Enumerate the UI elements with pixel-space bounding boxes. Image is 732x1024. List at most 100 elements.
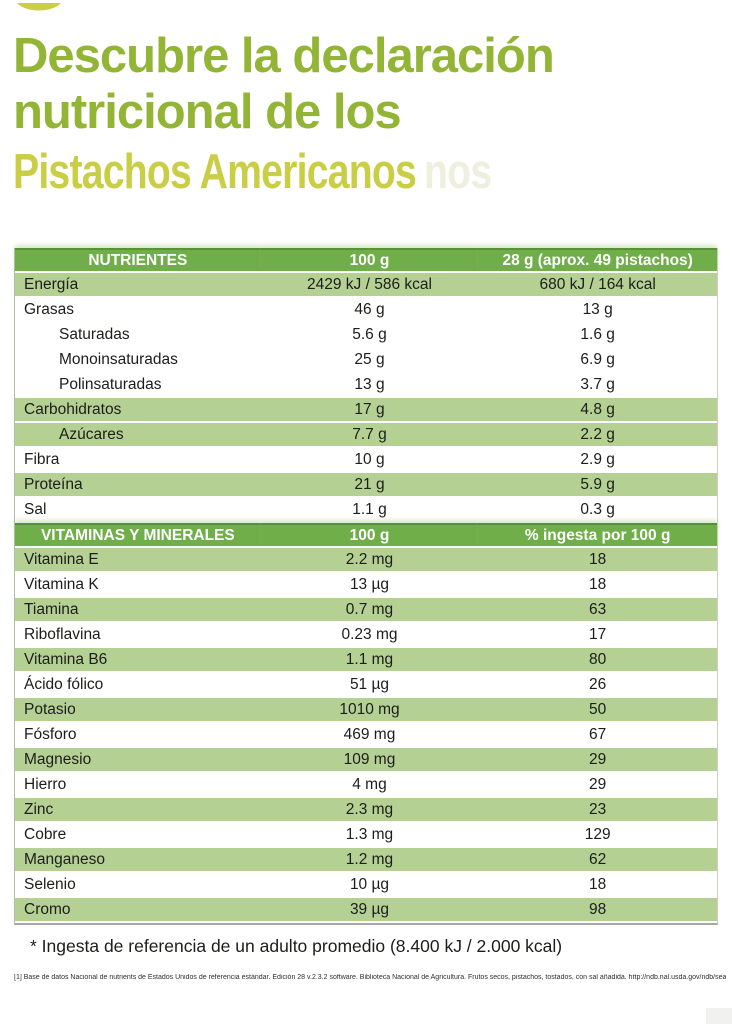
vitamins-rows: Vitamina E 2.2 mg 18 Vitamina K 13 µg 18 Tiami… [15, 548, 717, 923]
row-label: Monoinsaturadas [15, 348, 261, 373]
table-row: Magnesio 109 mg 29 [15, 748, 717, 773]
ghost-text: nos [424, 145, 492, 199]
value-portion: 4.8 g [478, 398, 717, 423]
table-row: Manganeso 1.2 mg 62 [15, 848, 717, 873]
table-row: Saturadas 5.6 g 1.6 g [15, 323, 717, 348]
row-label: Grasas [15, 298, 261, 323]
column-header-nutrientes: NUTRIENTES [15, 248, 261, 273]
value-portion: 5.9 g [478, 473, 717, 498]
value-100g: 46 g [260, 298, 479, 323]
page-title: Descubre la declaración nutricional de l… [13, 28, 723, 200]
table-row: Fósforo 469 mg 67 [15, 723, 717, 748]
value-portion: 17 [478, 623, 717, 648]
row-label: Potasio [15, 698, 261, 723]
value-portion: 2.2 g [478, 423, 717, 448]
value-100g: 5.6 g [260, 323, 479, 348]
value-portion: 18 [478, 873, 717, 898]
table-row: Vitamina E 2.2 mg 18 [15, 548, 717, 573]
row-label: Riboflavina [15, 623, 261, 648]
row-label: Manganeso [15, 848, 261, 873]
value-100g: 7.7 g [260, 423, 479, 448]
reference-note: * Ingesta de referencia de un adulto pro… [30, 936, 563, 956]
value-100g: 13 g [260, 373, 479, 398]
nutrients-rows: Energía 2429 kJ / 586 kcal 680 kJ / 164 kc… [15, 273, 717, 523]
value-portion: 13 g [478, 298, 717, 323]
title-line-2: nutricional de los [13, 85, 402, 139]
value-100g: 1.1 g [260, 498, 479, 523]
value-portion: 63 [478, 598, 717, 623]
value-portion: 50 [478, 698, 717, 723]
table-row: Tiamina 0.7 mg 63 [15, 598, 717, 623]
table-row: Hierro 4 mg 29 [15, 773, 717, 798]
value-portion: 29 [478, 748, 717, 773]
row-label: Polinsaturadas [15, 373, 261, 398]
table-row: Proteína 21 g 5.9 g [15, 473, 717, 498]
table-row: Vitamina B6 1.1 mg 80 [15, 648, 717, 673]
value-portion: 18 [478, 573, 717, 598]
table-row: Monoinsaturadas 25 g 6.9 g [15, 348, 717, 373]
value-portion: 67 [478, 723, 717, 748]
table-row: Polinsaturadas 13 g 3.7 g [15, 373, 717, 398]
table-row: Selenio 10 µg 18 [15, 873, 717, 898]
value-100g: 4 mg [260, 773, 479, 798]
row-label: Carbohidratos [15, 398, 261, 423]
row-label: Cromo [15, 898, 261, 923]
table-row: Cromo 39 µg 98 [15, 898, 717, 923]
column-header-vitaminas: VITAMINAS Y MINERALES [15, 523, 261, 548]
value-100g: 21 g [260, 473, 479, 498]
row-label: Energía [15, 273, 261, 298]
column-header-vit-100g: 100 g [260, 523, 479, 548]
brand-name: Pistachos Americanos [13, 145, 417, 199]
value-100g: 1.2 mg [260, 848, 479, 873]
table-row: Zinc 2.3 mg 23 [15, 798, 717, 823]
value-100g: 10 µg [260, 873, 479, 898]
column-header-28g: 28 g (aprox. 49 pistachos) [478, 248, 717, 273]
value-portion: 62 [478, 848, 717, 873]
table-row: Azúcares 7.7 g 2.2 g [15, 423, 717, 448]
value-100g: 1.3 mg [260, 823, 479, 848]
table-row: Energía 2429 kJ / 586 kcal 680 kJ / 164 kc… [15, 273, 717, 298]
page-corner-artifact [706, 1008, 732, 1024]
value-portion: 680 kJ / 164 kcal [478, 273, 717, 298]
source-footnote: [1] Base de datos Nacional de nutrients … [14, 974, 726, 981]
row-label: Proteína [15, 473, 261, 498]
nutrients-header: NUTRIENTES 100 g 28 g (aprox. 49 pistach… [15, 248, 717, 273]
value-100g: 13 µg [260, 573, 479, 598]
table-row: Ácido fólico 51 µg 26 [15, 673, 717, 698]
value-portion: 80 [478, 648, 717, 673]
value-portion: 3.7 g [478, 373, 717, 398]
value-100g: 109 mg [260, 748, 479, 773]
row-label: Zinc [15, 798, 261, 823]
table-row: Carbohidratos 17 g 4.8 g [15, 398, 717, 423]
title-line-1: Descubre la declaración [13, 29, 555, 83]
value-portion: 23 [478, 798, 717, 823]
table-row: Fibra 10 g 2.9 g [15, 448, 717, 473]
value-100g: 0.23 mg [260, 623, 479, 648]
value-portion: 0.3 g [478, 498, 717, 523]
nutrients-header-row: NUTRIENTES 100 g 28 g (aprox. 49 pistach… [15, 248, 717, 273]
table-row: Grasas 46 g 13 g [15, 298, 717, 323]
row-label: Fibra [15, 448, 261, 473]
table-row: Vitamina K 13 µg 18 [15, 573, 717, 598]
table-row: Cobre 1.3 mg 129 [15, 823, 717, 848]
table-row: Sal 1.1 g 0.3 g [15, 498, 717, 523]
title-brand-line: Pistachos Americanos nos [13, 144, 581, 200]
value-100g: 469 mg [260, 723, 479, 748]
value-100g: 2429 kJ / 586 kcal [260, 273, 479, 298]
vitamins-header-row: VITAMINAS Y MINERALES 100 g % ingesta po… [15, 523, 717, 548]
value-portion: 18 [478, 548, 717, 573]
row-label: Vitamina K [15, 573, 261, 598]
value-100g: 2.3 mg [260, 798, 479, 823]
value-portion: 6.9 g [478, 348, 717, 373]
value-100g: 25 g [260, 348, 479, 373]
row-label: Sal [15, 498, 261, 523]
value-100g: 0.7 mg [260, 598, 479, 623]
value-100g: 51 µg [260, 673, 479, 698]
row-label: Hierro [15, 773, 261, 798]
column-header-100g: 100 g [260, 248, 479, 273]
value-100g: 1.1 mg [260, 648, 479, 673]
value-portion: 129 [478, 823, 717, 848]
row-label: Saturadas [15, 323, 261, 348]
table-row: Riboflavina 0.23 mg 17 [15, 623, 717, 648]
